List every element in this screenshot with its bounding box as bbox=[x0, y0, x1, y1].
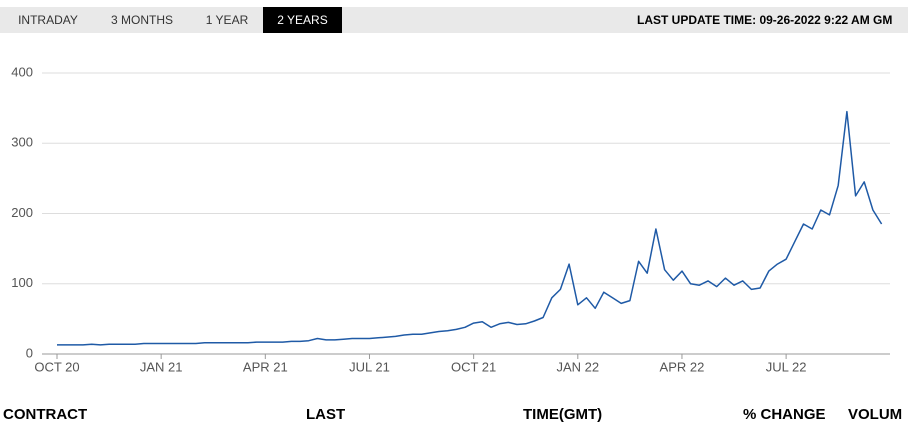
y-tick-label: 100 bbox=[11, 275, 33, 290]
x-tick-label: JAN 21 bbox=[140, 359, 183, 374]
price-line bbox=[57, 110, 883, 346]
column-header[interactable]: % CHANGE bbox=[743, 406, 826, 423]
column-header[interactable]: VOLUM bbox=[848, 406, 903, 423]
range-tab[interactable]: 2 YEARS bbox=[263, 7, 342, 33]
range-tab[interactable]: 3 MONTHS bbox=[110, 13, 173, 27]
range-tab[interactable]: INTRADAY bbox=[18, 13, 78, 27]
column-header[interactable]: TIME(GMT) bbox=[523, 406, 603, 423]
range-tab[interactable]: 1 YEAR bbox=[205, 13, 249, 27]
column-header[interactable]: CONTRACT bbox=[3, 406, 88, 423]
y-tick-label: 400 bbox=[11, 64, 33, 79]
y-tick-label: 300 bbox=[11, 135, 33, 150]
chart: 0 100 200 300 400 OCT 20 JAN 21 APR 21 JUL 21 OCT… bbox=[11, 64, 890, 374]
x-tick-label: JUL 22 bbox=[766, 359, 807, 374]
x-tick-label: JAN 22 bbox=[556, 359, 599, 374]
x-tick-label: APR 21 bbox=[243, 359, 288, 374]
x-tick-label: OCT 21 bbox=[451, 359, 496, 374]
range-bar: LAST UPDATE TIME: 09-26-2022 9:22 AM GM … bbox=[0, 7, 908, 33]
x-tick-label: APR 22 bbox=[660, 359, 705, 374]
column-header[interactable]: LAST bbox=[306, 406, 346, 423]
x-tick-label: JUL 21 bbox=[349, 359, 390, 374]
y-tick-label: 0 bbox=[26, 345, 33, 360]
x-tick-label: OCT 20 bbox=[34, 359, 79, 374]
y-tick-label: 200 bbox=[11, 205, 33, 220]
last-update: LAST UPDATE TIME: 09-26-2022 9:22 AM GM bbox=[637, 13, 893, 27]
